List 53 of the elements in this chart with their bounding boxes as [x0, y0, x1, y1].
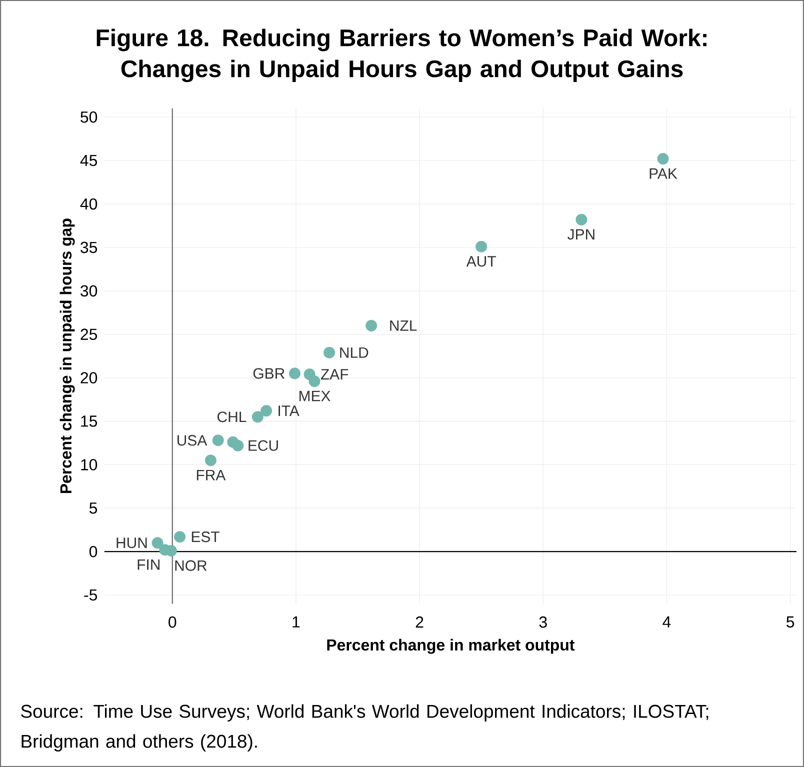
- point: [212, 434, 224, 446]
- y-tick-label: 5: [89, 502, 98, 514]
- annotation: ZAF: [320, 369, 348, 380]
- x-tick-label: 4: [662, 616, 671, 628]
- y-tick-label: 15: [81, 416, 98, 427]
- point: [324, 346, 336, 358]
- point: [576, 214, 588, 226]
- y-tick-label: 45: [80, 154, 98, 166]
- annotation: USA: [178, 435, 208, 446]
- source-note: Source: Time Use Surveys; World Bank's World Development Indicators; ILOSTAT; Bridgman and others (2018).: [21, 704, 708, 752]
- point: [232, 440, 244, 452]
- annotation: MEX: [299, 390, 330, 402]
- point: [152, 537, 164, 549]
- y-tick-label: 0: [89, 546, 98, 558]
- annotation: AUT: [466, 256, 496, 267]
- y-tick-label: 40: [80, 198, 98, 210]
- annotation: NZL: [390, 320, 417, 331]
- annotation: ECU: [248, 440, 278, 451]
- y-tick-label: 10: [81, 459, 98, 470]
- x-tick-label: 5: [786, 616, 794, 628]
- y-axis-title: Percent change in unpaid hours gap: [60, 218, 75, 494]
- x-tick-label: 3: [539, 616, 547, 628]
- annotation: EST: [192, 531, 220, 542]
- y-tick-label: 30: [80, 285, 98, 297]
- x-axis-title: Percent change in market output: [327, 638, 575, 654]
- point: [366, 320, 378, 332]
- y-tick-label: 50: [80, 111, 98, 123]
- annotation: FIN: [138, 559, 160, 570]
- point: [288, 368, 300, 380]
- x-tick-label: 0: [168, 616, 176, 628]
- annotation: FRA: [196, 470, 226, 480]
- annotation: JPN: [568, 229, 594, 240]
- annotation: NLD: [340, 347, 368, 358]
- y-tick-label: 25: [80, 328, 98, 340]
- x-tick-label: 1: [292, 616, 300, 628]
- annotation: ITA: [278, 406, 300, 416]
- x-tick-label: 2: [416, 616, 424, 628]
- y-tick-label: 20: [80, 372, 98, 384]
- annotation: GBR: [253, 368, 284, 379]
- chart-title: Figure 18. Reducing Barriers to Women’s Paid Work: Changes in Unpaid Hours Gap and Output Gains: [96, 28, 706, 82]
- point: [204, 454, 216, 466]
- point: [476, 240, 488, 252]
- annotation: HUN: [116, 538, 147, 548]
- point: [308, 375, 320, 388]
- annotation: PAK: [650, 168, 678, 179]
- point: [252, 411, 264, 423]
- y-tick-label: 35: [80, 242, 98, 254]
- point: [174, 531, 186, 543]
- annotation: NOR: [175, 560, 207, 571]
- point: [657, 153, 669, 165]
- point: [260, 405, 272, 417]
- y-tick-label: -5: [84, 589, 98, 601]
- annotation: CHL: [218, 412, 246, 422]
